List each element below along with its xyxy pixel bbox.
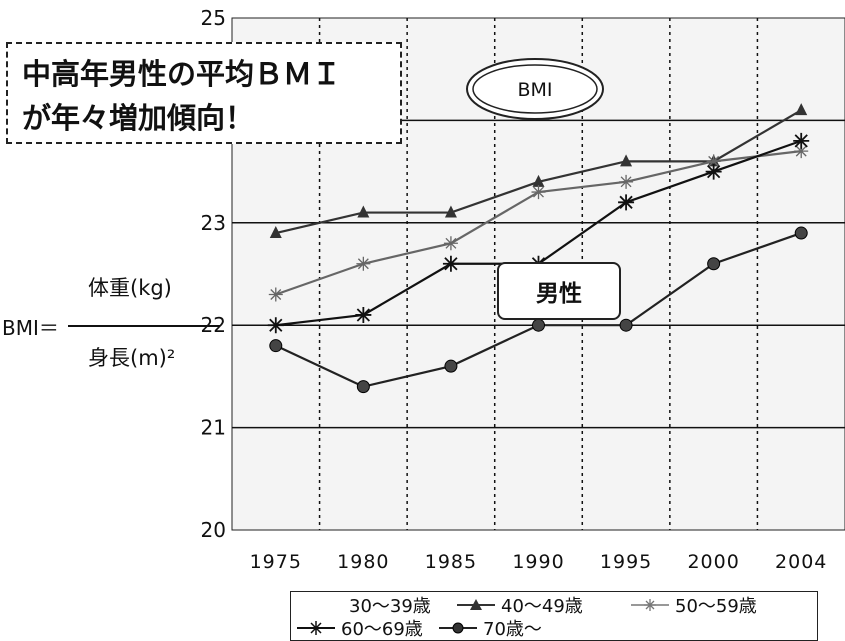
data-point xyxy=(355,306,372,323)
y-tick-label: 20 xyxy=(201,518,226,542)
legend: 30〜39歳 40〜49歳 50〜59歳 60〜69歳 70歳〜 xyxy=(290,591,818,641)
data-point xyxy=(269,226,282,239)
data-point xyxy=(444,205,457,218)
data-point xyxy=(531,185,546,200)
asterisk-marker-icon xyxy=(297,621,335,635)
triangle-marker-icon xyxy=(457,599,495,610)
legend-item-60-69: 60〜69歳 xyxy=(297,617,423,640)
fraction-bar xyxy=(68,325,220,327)
formula-lhs: BMI＝ xyxy=(2,316,59,340)
data-point xyxy=(795,103,808,116)
bmi-formula: BMI＝ 体重(kg) 身長(m)² xyxy=(0,270,240,380)
legend-item-40-49: 40〜49歳 xyxy=(457,594,583,617)
legend-item-70-plus: 70歳〜 xyxy=(439,617,542,640)
data-point xyxy=(443,236,458,251)
data-point xyxy=(794,144,809,159)
series-5 xyxy=(269,226,808,394)
data-point xyxy=(269,339,283,353)
legend-label: 60〜69歳 xyxy=(341,619,423,640)
legend-label: 50〜59歳 xyxy=(675,596,757,617)
x-tick-label: 1990 xyxy=(512,551,564,573)
x-tick-label: 1985 xyxy=(425,551,477,573)
x-tick-label: 1995 xyxy=(600,551,652,573)
data-point xyxy=(532,174,545,187)
legend-item-50-59: 50〜59歳 xyxy=(631,594,757,617)
data-point xyxy=(793,132,810,149)
data-point xyxy=(442,255,459,272)
legend-label: 40〜49歳 xyxy=(501,596,583,617)
data-point xyxy=(356,256,371,271)
x-tick-label: 2004 xyxy=(775,551,827,573)
x-tick-label: 2000 xyxy=(687,551,739,573)
formula-denominator: 身長(m)² xyxy=(88,346,176,370)
circle-marker-icon xyxy=(439,622,477,634)
x-tick-label: 1980 xyxy=(337,551,389,573)
sex-tag: 男性 xyxy=(497,262,621,320)
data-point xyxy=(357,205,370,218)
legend-label: 30〜39歳 xyxy=(349,596,431,617)
data-point xyxy=(618,194,635,211)
data-point xyxy=(444,359,458,373)
data-point xyxy=(268,287,283,302)
y-tick-label: 21 xyxy=(201,416,226,440)
data-point xyxy=(532,318,545,332)
headline-callout: 中高年男性の平均ＢＭＩ が年々増加傾向！ xyxy=(6,42,402,144)
y-tick-label: 23 xyxy=(201,211,226,235)
title-bubble-inner xyxy=(472,64,598,114)
data-point xyxy=(794,226,808,240)
data-point xyxy=(356,380,370,394)
star-marker-icon xyxy=(631,599,669,611)
legend-label: 70歳〜 xyxy=(483,619,542,640)
x-axis-ticks: 1975 1980 1985 1990 1995 2000 2004 xyxy=(250,551,827,573)
series-3 xyxy=(268,144,809,302)
formula-numerator: 体重(kg) xyxy=(88,276,172,300)
data-point xyxy=(706,154,721,169)
data-point xyxy=(620,154,633,167)
data-point xyxy=(267,317,284,334)
chart-title: BMI xyxy=(517,79,552,101)
y-tick-label: 25 xyxy=(201,6,226,30)
data-point xyxy=(619,174,634,189)
x-tick-label: 1975 xyxy=(250,551,302,573)
legend-item-30-39: 30〜39歳 xyxy=(349,594,431,617)
data-point xyxy=(619,318,633,332)
data-point xyxy=(705,163,722,180)
data-point xyxy=(707,257,721,271)
